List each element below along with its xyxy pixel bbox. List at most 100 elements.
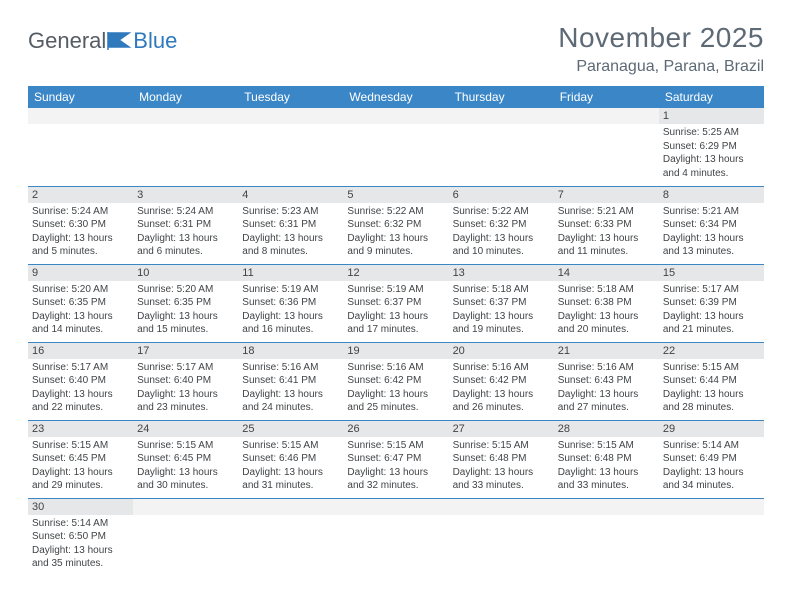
title-block: November 2025 Paranagua, Parana, Brazil xyxy=(558,22,764,76)
day-number xyxy=(343,108,448,124)
day-number: 2 xyxy=(28,187,133,203)
calendar-day: 2Sunrise: 5:24 AMSunset: 6:30 PMDaylight… xyxy=(28,186,133,264)
calendar-day: 20Sunrise: 5:16 AMSunset: 6:42 PMDayligh… xyxy=(449,342,554,420)
day-info: Sunrise: 5:17 AMSunset: 6:40 PMDaylight:… xyxy=(32,361,129,415)
day-info: Sunrise: 5:16 AMSunset: 6:41 PMDaylight:… xyxy=(242,361,339,415)
weekday-header: Sunday xyxy=(28,86,133,108)
calendar-day: 16 Sunrise: 5:17 AMSunset: 6:40 PMDayligh… xyxy=(28,342,133,420)
calendar-week: 23Sunrise: 5:15 AMSunset: 6:45 PMDayligh… xyxy=(28,420,764,498)
day-info: Sunrise: 5:21 AMSunset: 6:33 PMDaylight:… xyxy=(558,205,655,259)
calendar-day: 9 Sunrise: 5:20 AMSunset: 6:35 PMDaylight… xyxy=(28,264,133,342)
day-number: 18 xyxy=(238,343,343,359)
calendar-day: 23 Sunrise: 5:15 AMSunset: 6:45 PMDayligh… xyxy=(28,420,133,498)
calendar-day: 29Sunrise: 5:14 AMSunset: 6:49 PMDayligh… xyxy=(659,420,764,498)
day-number: 1 xyxy=(659,108,764,124)
weekday-header: Thursday xyxy=(449,86,554,108)
calendar-day: 15Sunrise: 5:17 AMSunset: 6:39 PMDayligh… xyxy=(659,264,764,342)
calendar-day xyxy=(449,498,554,576)
weekday-row: SundayMondayTuesdayWednesdayThursdayFrid… xyxy=(28,86,764,108)
day-info: Sunrise: 5:18 AMSunset: 6:38 PMDaylight:… xyxy=(558,283,655,337)
calendar-day: 25 Sunrise: 5:15 AMSunset: 6:46 PMDayligh… xyxy=(238,420,343,498)
calendar-day: 22Sunrise: 5:15 AMSunset: 6:44 PMDayligh… xyxy=(659,342,764,420)
calendar-day: 14 Sunrise: 5:18 AMSunset: 6:38 PMDayligh… xyxy=(554,264,659,342)
calendar-day xyxy=(554,108,659,186)
month-title: November 2025 xyxy=(558,22,764,54)
calendar-week: 16 Sunrise: 5:17 AMSunset: 6:40 PMDayligh… xyxy=(28,342,764,420)
day-info: Sunrise: 5:15 AMSunset: 6:45 PMDaylight:… xyxy=(137,439,234,493)
day-number: 14 xyxy=(554,265,659,281)
day-info: Sunrise: 5:24 AMSunset: 6:31 PMDaylight:… xyxy=(137,205,234,259)
calendar-week: 9Sunrise: 5:20 AMSunset: 6:35 PMDaylight… xyxy=(28,264,764,342)
day-number: 28 xyxy=(554,421,659,437)
calendar-day xyxy=(28,108,133,186)
day-number xyxy=(659,499,764,515)
calendar-day: 26Sunrise: 5:15 AMSunset: 6:47 PMDayligh… xyxy=(343,420,448,498)
day-info: Sunrise: 5:20 AMSunset: 6:35 PMDaylight:… xyxy=(137,283,234,337)
calendar-day: 28Sunrise: 5:15 AMSunset: 6:48 PMDayligh… xyxy=(554,420,659,498)
day-info: Sunrise: 5:17 AMSunset: 6:39 PMDaylight:… xyxy=(663,283,760,337)
weekday-header: Tuesday xyxy=(238,86,343,108)
calendar-day: 4Sunrise: 5:23 AMSunset: 6:31 PMDaylight… xyxy=(238,186,343,264)
weekday-header: Saturday xyxy=(659,86,764,108)
calendar-day: 13 Sunrise: 5:18 AMSunset: 6:37 PMDayligh… xyxy=(449,264,554,342)
weekday-header: Wednesday xyxy=(343,86,448,108)
day-info: Sunrise: 5:15 AMSunset: 6:48 PMDaylight:… xyxy=(453,439,550,493)
day-info: Sunrise: 5:14 AMSunset: 6:49 PMDaylight:… xyxy=(663,439,760,493)
logo-text-2: Blue xyxy=(133,28,177,54)
calendar-day xyxy=(133,498,238,576)
calendar: SundayMondayTuesdayWednesdayThursdayFrid… xyxy=(28,86,764,576)
day-number: 27 xyxy=(449,421,554,437)
calendar-day: 21Sunrise: 5:16 AMSunset: 6:43 PMDayligh… xyxy=(554,342,659,420)
day-info: Sunrise: 5:19 AMSunset: 6:37 PMDaylight:… xyxy=(347,283,444,337)
calendar-day xyxy=(238,108,343,186)
day-number: 13 xyxy=(449,265,554,281)
day-info: Sunrise: 5:15 AMSunset: 6:44 PMDaylight:… xyxy=(663,361,760,415)
day-number: 23 xyxy=(28,421,133,437)
calendar-day: 11Sunrise: 5:19 AMSunset: 6:36 PMDayligh… xyxy=(238,264,343,342)
day-number: 12 xyxy=(343,265,448,281)
day-info: Sunrise: 5:21 AMSunset: 6:34 PMDaylight:… xyxy=(663,205,760,259)
day-number: 25 xyxy=(238,421,343,437)
calendar-day: 10Sunrise: 5:20 AMSunset: 6:35 PMDayligh… xyxy=(133,264,238,342)
day-number: 6 xyxy=(449,187,554,203)
weekday-header: Monday xyxy=(133,86,238,108)
day-info: Sunrise: 5:19 AMSunset: 6:36 PMDaylight:… xyxy=(242,283,339,337)
calendar-day: 18 Sunrise: 5:16 AMSunset: 6:41 PMDayligh… xyxy=(238,342,343,420)
day-number xyxy=(133,499,238,515)
day-info: Sunrise: 5:22 AMSunset: 6:32 PMDaylight:… xyxy=(453,205,550,259)
calendar-day xyxy=(343,108,448,186)
calendar-day: 6 Sunrise: 5:22 AMSunset: 6:32 PMDaylight… xyxy=(449,186,554,264)
day-info: Sunrise: 5:18 AMSunset: 6:37 PMDaylight:… xyxy=(453,283,550,337)
day-info: Sunrise: 5:15 AMSunset: 6:45 PMDaylight:… xyxy=(32,439,129,493)
calendar-day: 3 Sunrise: 5:24 AMSunset: 6:31 PMDaylight… xyxy=(133,186,238,264)
day-number: 16 xyxy=(28,343,133,359)
calendar-day xyxy=(133,108,238,186)
calendar-day: 5Sunrise: 5:22 AMSunset: 6:32 PMDaylight… xyxy=(343,186,448,264)
day-info: Sunrise: 5:20 AMSunset: 6:35 PMDaylight:… xyxy=(32,283,129,337)
calendar-day: 7 Sunrise: 5:21 AMSunset: 6:33 PMDaylight… xyxy=(554,186,659,264)
header: General Blue November 2025 Paranagua, Pa… xyxy=(28,22,764,76)
day-number: 3 xyxy=(133,187,238,203)
day-number xyxy=(449,499,554,515)
logo-flag-icon xyxy=(107,31,133,51)
calendar-day: 24Sunrise: 5:15 AMSunset: 6:45 PMDayligh… xyxy=(133,420,238,498)
day-number: 21 xyxy=(554,343,659,359)
calendar-week: 2Sunrise: 5:24 AMSunset: 6:30 PMDaylight… xyxy=(28,186,764,264)
day-number xyxy=(554,108,659,124)
day-number xyxy=(343,499,448,515)
calendar-day: 8 Sunrise: 5:21 AMSunset: 6:34 PMDaylight… xyxy=(659,186,764,264)
day-number: 9 xyxy=(28,265,133,281)
weekday-header: Friday xyxy=(554,86,659,108)
day-number: 7 xyxy=(554,187,659,203)
calendar-day xyxy=(238,498,343,576)
day-number xyxy=(133,108,238,124)
logo: General Blue xyxy=(28,28,177,54)
day-info: Sunrise: 5:22 AMSunset: 6:32 PMDaylight:… xyxy=(347,205,444,259)
calendar-day: 27 Sunrise: 5:15 AMSunset: 6:48 PMDayligh… xyxy=(449,420,554,498)
day-number: 8 xyxy=(659,187,764,203)
calendar-day: 19Sunrise: 5:16 AMSunset: 6:42 PMDayligh… xyxy=(343,342,448,420)
day-info: Sunrise: 5:25 AMSunset: 6:29 PMDaylight:… xyxy=(663,126,760,180)
day-number xyxy=(238,499,343,515)
day-number xyxy=(554,499,659,515)
day-info: Sunrise: 5:15 AMSunset: 6:46 PMDaylight:… xyxy=(242,439,339,493)
